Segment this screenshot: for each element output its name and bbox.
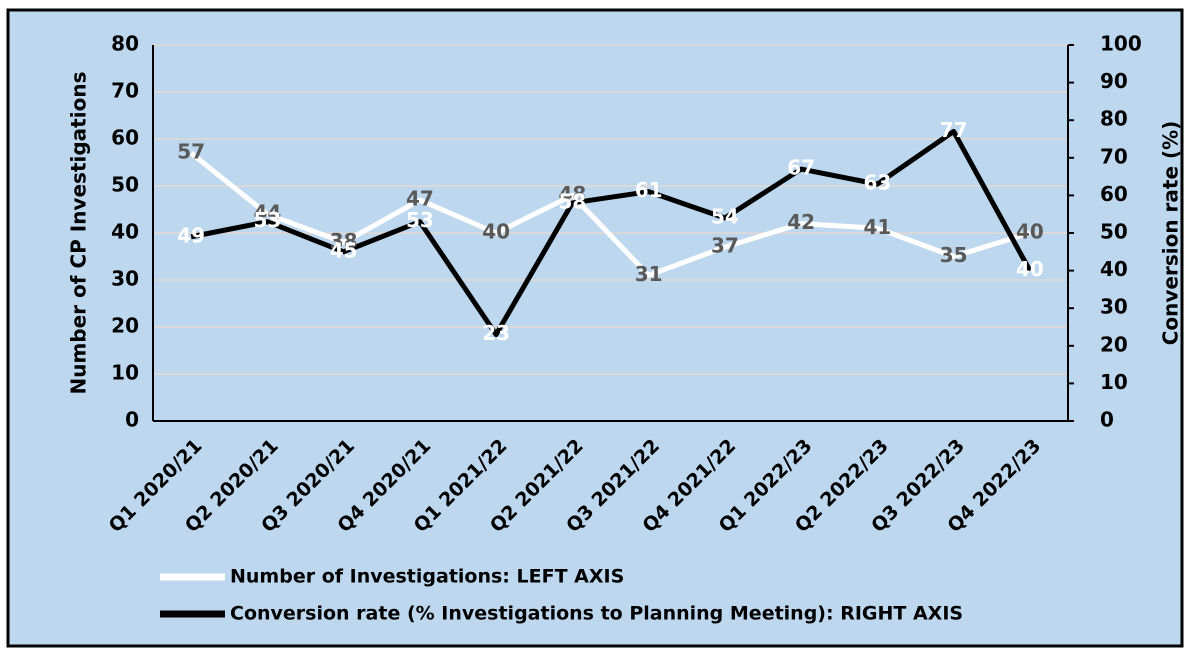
data-label: 23 — [482, 321, 510, 345]
data-label: 49 — [177, 223, 205, 247]
data-label: 40 — [1016, 220, 1044, 244]
y2-axis-title: Conversion rate (%) — [1159, 121, 1183, 346]
data-label: 67 — [787, 156, 815, 180]
y2-tick-label: 20 — [1100, 332, 1128, 356]
data-label: 61 — [635, 178, 663, 202]
y2-tick-label: 80 — [1100, 107, 1128, 131]
data-label: 47 — [406, 187, 434, 211]
y2-tick-label: 50 — [1100, 220, 1128, 244]
data-label: 58 — [558, 189, 586, 213]
y-tick-label: 10 — [111, 361, 139, 385]
y-tick-label: 30 — [111, 267, 139, 291]
y-tick-label: 80 — [111, 32, 139, 56]
y2-tick-label: 40 — [1100, 257, 1128, 281]
data-label: 40 — [1016, 257, 1044, 281]
y-tick-label: 70 — [111, 79, 139, 103]
y-tick-label: 0 — [125, 408, 139, 432]
series-line — [189, 151, 1031, 278]
data-label: 57 — [177, 140, 205, 164]
y-tick-label: 20 — [111, 314, 139, 338]
data-label: 37 — [711, 234, 739, 258]
legend-label: Number of Investigations: LEFT AXIS — [230, 566, 624, 588]
y2-tick-label: 100 — [1100, 32, 1142, 56]
data-label: 63 — [863, 171, 891, 195]
data-label: 42 — [787, 210, 815, 234]
y-tick-label: 40 — [111, 220, 139, 244]
y-tick-label: 50 — [111, 173, 139, 197]
series-line — [190, 128, 1033, 338]
data-label: 31 — [635, 262, 663, 286]
y-axis-title: Number of CP Investigations — [67, 72, 91, 395]
data-label: 40 — [482, 220, 510, 244]
data-label: 45 — [330, 238, 358, 262]
data-label: 53 — [406, 208, 434, 232]
y2-tick-label: 60 — [1100, 182, 1128, 206]
data-label: 77 — [940, 118, 968, 142]
y-tick-label: 60 — [111, 126, 139, 150]
data-label: 53 — [253, 208, 281, 232]
data-label: 41 — [863, 215, 891, 239]
y2-tick-label: 70 — [1100, 144, 1128, 168]
data-label: 44 — [253, 201, 281, 225]
data-label: 38 — [330, 229, 358, 253]
y2-tick-label: 10 — [1100, 370, 1128, 394]
y2-tick-label: 90 — [1100, 69, 1128, 93]
legend-label: Conversion rate (% Investigations to Pla… — [230, 603, 963, 625]
y2-tick-label: 0 — [1100, 408, 1114, 432]
data-label: 35 — [940, 243, 968, 267]
data-label: 48 — [558, 182, 586, 206]
y2-tick-label: 30 — [1100, 295, 1128, 319]
data-label: 54 — [711, 204, 739, 228]
